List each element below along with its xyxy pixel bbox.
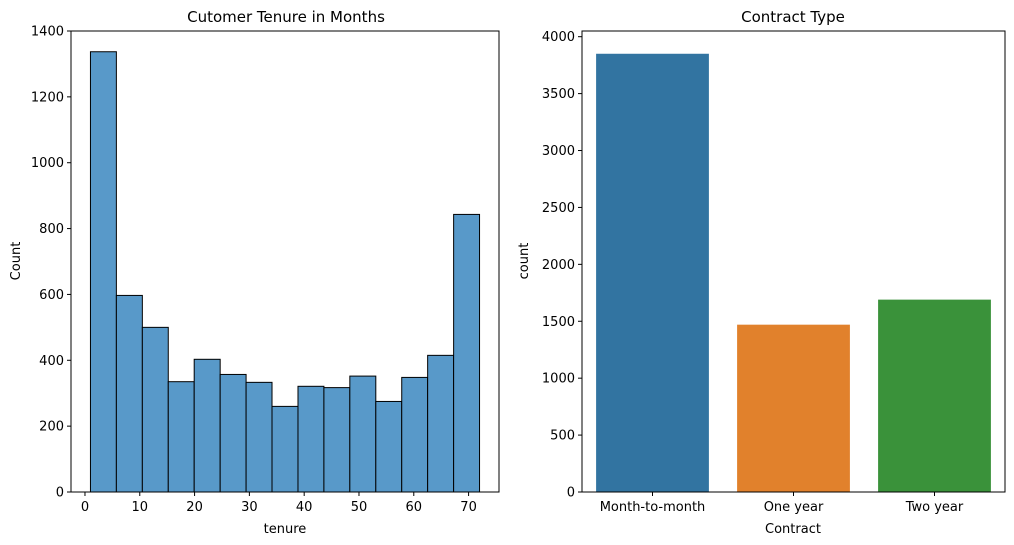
hist-y-tick-label-3: 600 [39,288,64,303]
hist-x-tick-label-2: 20 [186,500,203,515]
bar-y-tick-label-4: 2000 [542,258,575,273]
bar-y-tick-label-6: 3000 [542,144,575,159]
hist-bar-1 [115,294,143,493]
hist-bar-7 [271,405,299,493]
bar-y-tick-label-2: 1000 [542,372,575,387]
contract-bar-chart: Contract Type Month-to-month One year Two … [517,8,1006,537]
bar-y-label: count [517,243,532,280]
bar-0 [596,53,709,492]
bar-x-ticks: Month-to-month One year Two year [600,492,964,515]
hist-bar-13 [427,354,455,493]
hist-y-tick-label-0: 0 [56,486,64,501]
hist-x-tick-label-5: 50 [351,500,368,515]
hist-y-tick-label-4: 800 [39,222,64,237]
bar-y-tick-label-1: 500 [550,429,575,444]
hist-x-tick-label-4: 40 [296,500,313,515]
bar-x-tick-label-0: Month-to-month [600,500,706,515]
hist-x-tick-label-1: 10 [132,500,149,515]
bar-y-ticks: 0 500 1000 1500 2000 2500 3000 3500 4000 [542,30,582,501]
hist-bar-11 [375,400,403,493]
bar-y-tick-label-7: 3500 [542,87,575,102]
hist-y-tick-label-6: 1200 [31,90,64,105]
hist-bar-10 [349,375,377,493]
hist-y-tick-label-7: 1400 [31,25,64,40]
tenure-histogram: Cutomer Tenure in Months 0 10 20 30 40 50 60 70… [9,8,500,537]
hist-y-tick-label-5: 1000 [31,156,64,171]
hist-bar-0 [89,51,117,493]
bar-title: Contract Type [741,8,845,26]
hist-bar-4 [193,358,221,493]
hist-x-tick-label-6: 60 [406,500,423,515]
bar-x-tick-label-2: Two year [905,500,964,515]
hist-y-ticks: 0 200 400 600 800 1000 1200 1400 [31,25,71,501]
hist-bar-14 [453,213,481,493]
hist-bar-6 [245,381,273,493]
hist-bar-2 [141,326,169,493]
hist-y-tick-label-1: 200 [39,420,64,435]
bar-x-tick-label-1: One year [764,500,824,515]
hist-bar-3 [167,381,195,493]
bar-y-tick-label-3: 1500 [542,315,575,330]
hist-x-tick-label-3: 30 [241,500,258,515]
hist-plot-frame [70,30,500,493]
hist-x-tick-label-0: 0 [81,500,89,515]
hist-x-tick-label-7: 70 [460,500,477,515]
bar-1 [737,324,850,492]
bar-x-label: Contract [765,522,821,537]
bar-y-tick-label-0: 0 [567,486,575,501]
bar-2 [878,299,991,492]
bar-bars [596,53,991,492]
hist-bar-5 [219,373,247,493]
bar-y-tick-label-5: 2500 [542,201,575,216]
hist-bars [89,51,481,493]
hist-bar-12 [401,376,429,493]
bar-y-tick-label-8: 4000 [542,30,575,45]
hist-y-tick-label-2: 400 [39,354,64,369]
hist-bar-9 [323,387,351,493]
hist-x-ticks: 0 10 20 30 40 50 60 70 [81,492,477,515]
hist-bar-8 [297,385,325,493]
hist-y-label: Count [9,242,24,281]
hist-title: Cutomer Tenure in Months [187,8,385,26]
hist-x-label: tenure [264,522,307,537]
